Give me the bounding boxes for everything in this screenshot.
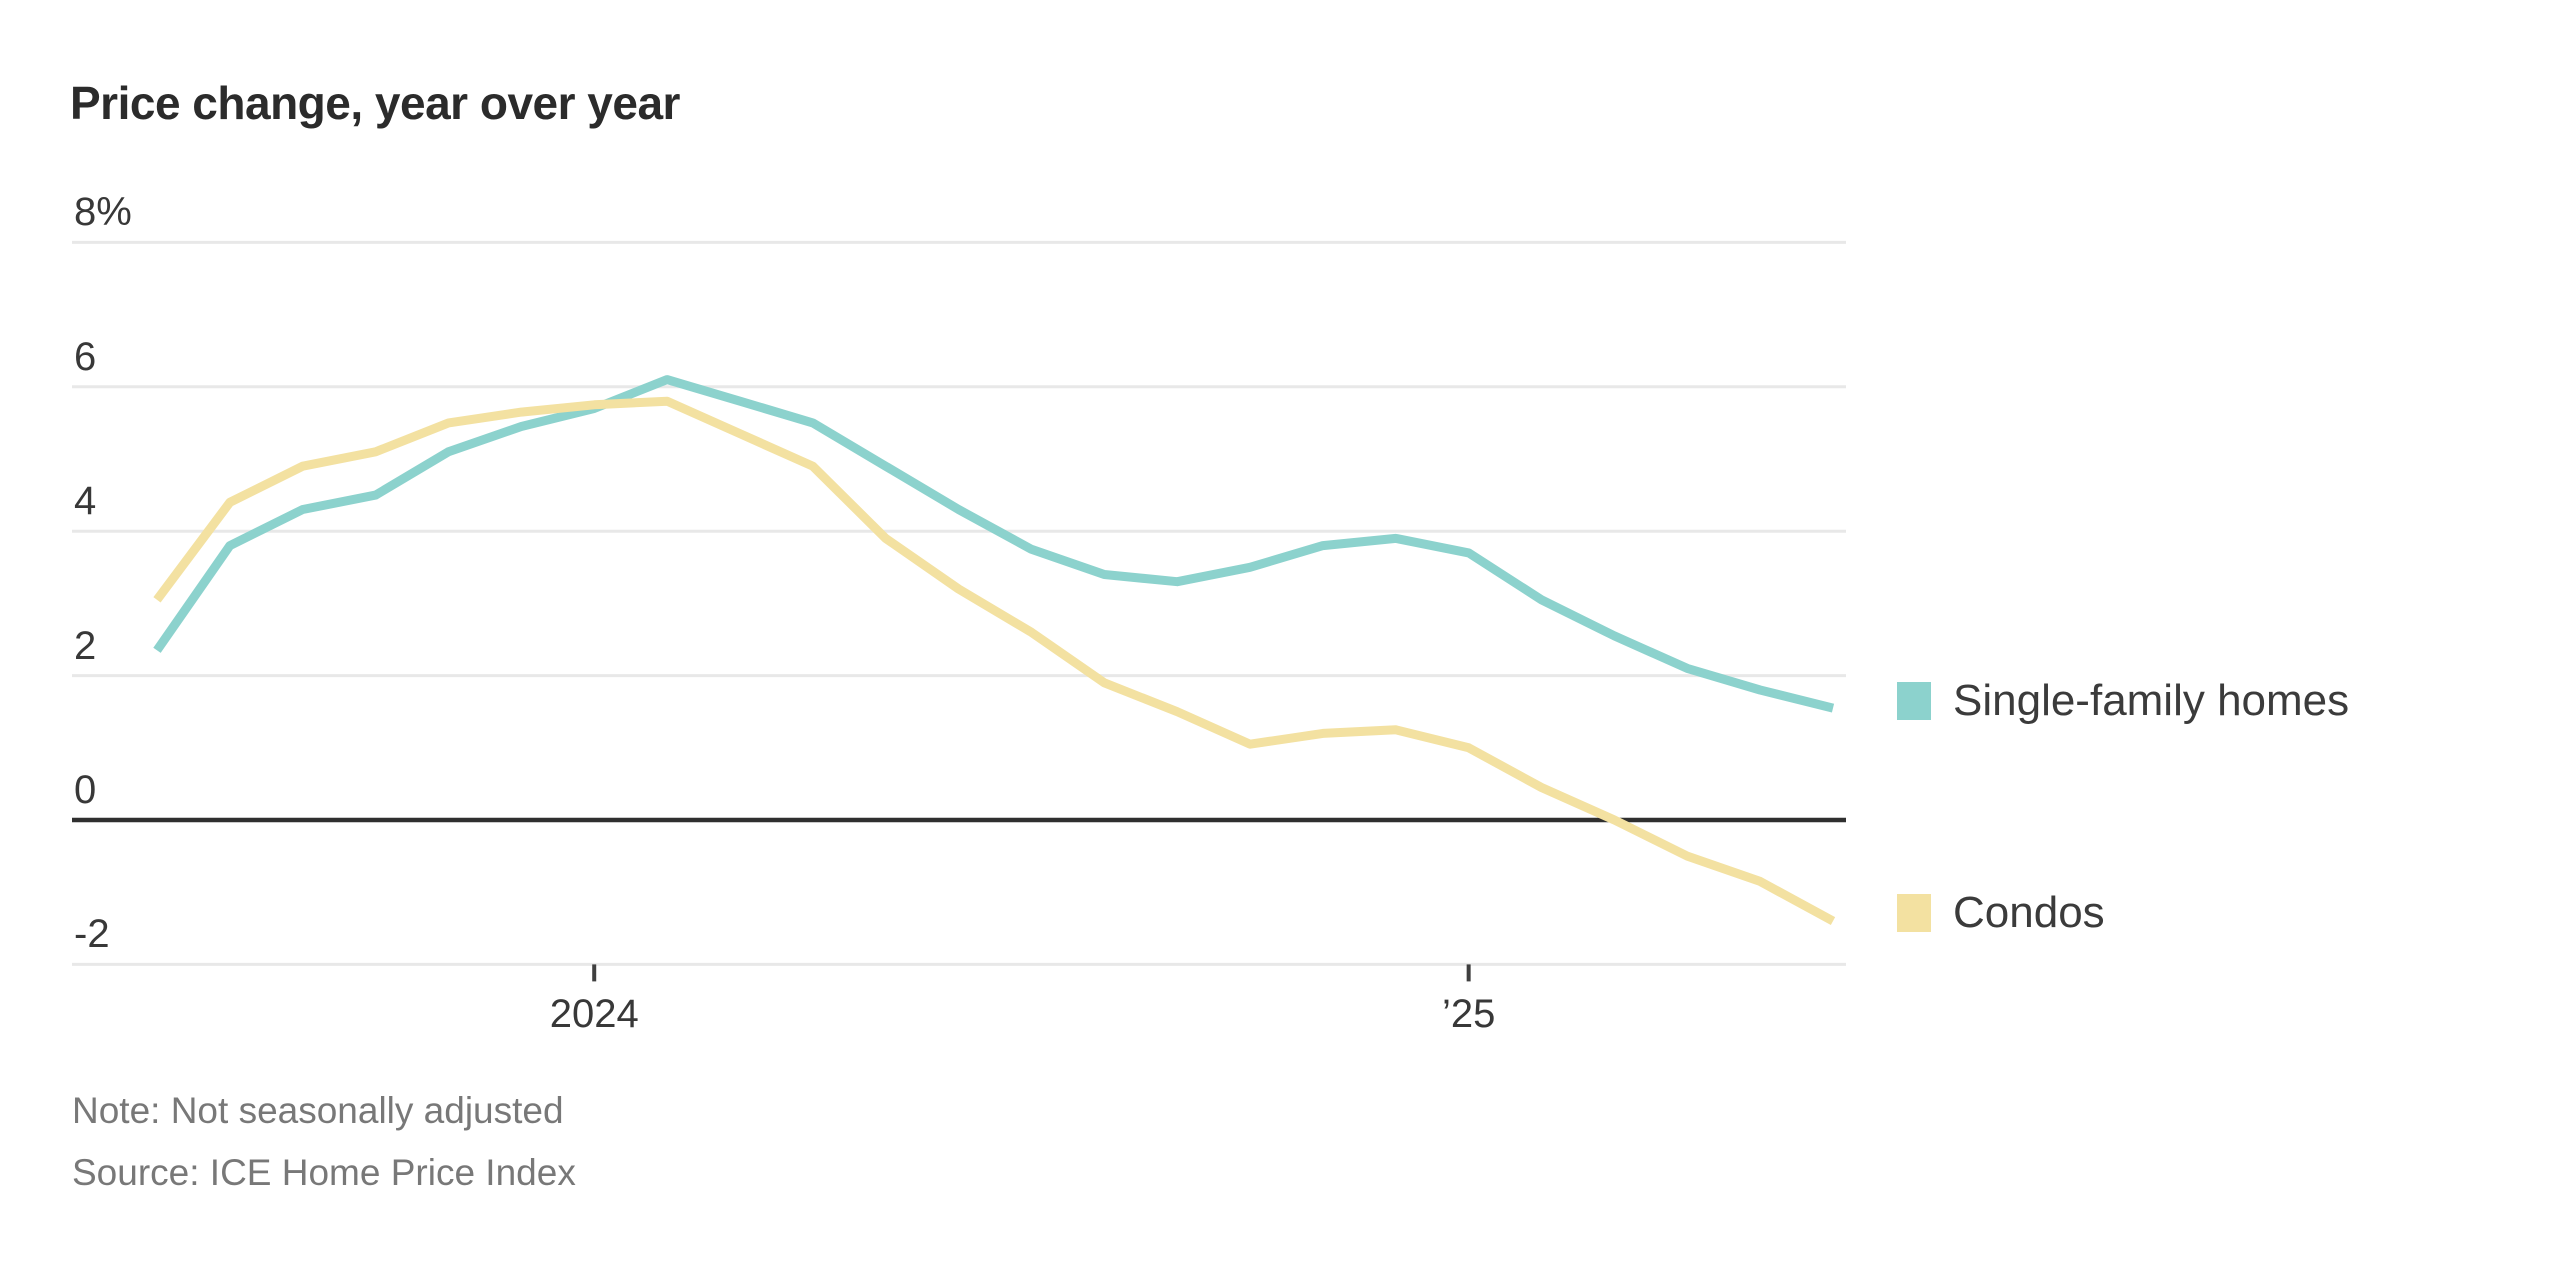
y-axis-label-2: 2	[74, 623, 97, 668]
y-axis-label--2: -2	[74, 912, 110, 957]
note: Note: Not seasonally adjusted	[72, 1090, 564, 1131]
y-axis-label-6: 6	[74, 334, 97, 379]
series-line-condos	[153, 396, 1836, 926]
legend-swatch-single-family-homes	[1897, 682, 1931, 720]
legend-item-condos: Condos	[1897, 888, 2105, 937]
legend-item-single-family-homes: Single-family homes	[1897, 676, 2350, 725]
source: Source: ICE Home Price Index	[72, 1152, 576, 1193]
legend-swatch-condos	[1897, 894, 1931, 932]
chart-title: Price change, year over year	[70, 77, 680, 129]
legend-label-single-family-homes: Single-family homes	[1953, 676, 2350, 725]
x-axis-label-’25: ’25	[1441, 992, 1496, 1036]
x-axis-label-2024: 2024	[549, 992, 639, 1036]
y-axis-label-8%: 8%	[74, 190, 132, 235]
y-axis-label-0: 0	[74, 768, 97, 812]
series-line-single-family-homes	[153, 375, 1835, 713]
y-axis-label-4: 4	[74, 479, 97, 524]
legend-label-condos: Condos	[1953, 888, 2105, 937]
